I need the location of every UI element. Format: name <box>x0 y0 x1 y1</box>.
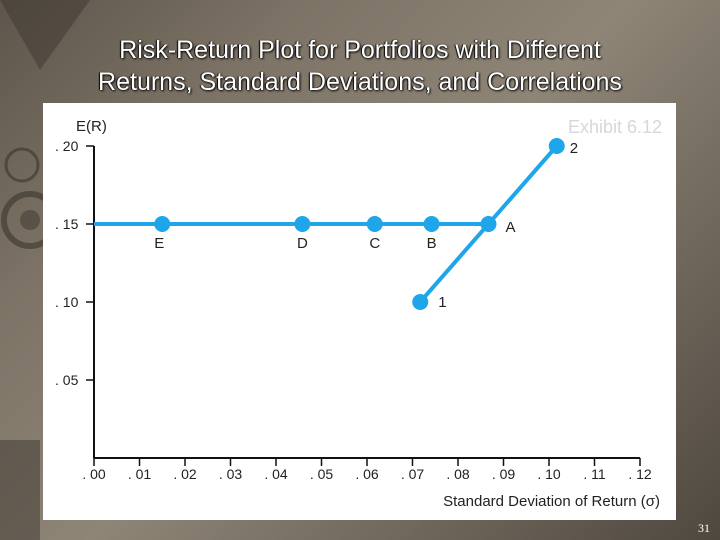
y-axis-label: E(R) <box>76 118 107 135</box>
data-label-a: A <box>505 219 515 236</box>
data-point-e <box>154 216 171 232</box>
data-point-b <box>423 216 440 232</box>
x-tick-label: . 10 <box>537 466 561 482</box>
data-point-c <box>366 216 383 232</box>
slide-title-line-1: Risk-Return Plot for Portfolios with Dif… <box>119 36 601 64</box>
slide-title: Risk-Return Plot for Portfolios with Dif… <box>0 34 720 98</box>
chart-panel: Exhibit 6.12 . 00. 01. 02. 03. 04. 05. 0… <box>43 103 676 520</box>
y-tick-label: . 15 <box>55 216 79 232</box>
y-tick-label: . 10 <box>55 294 79 310</box>
x-axis-label: Standard Deviation of Return (σ) <box>443 493 660 510</box>
axes: . 00 . 01 . 02 . 03 . 04 . 05 . 06 . 07 . 08 . 09… <box>55 118 660 510</box>
data-label-d: D <box>297 235 308 252</box>
x-tick-label: . 03 <box>219 466 243 482</box>
data-label-b: B <box>427 235 437 252</box>
x-tick-label: . 07 <box>401 466 425 482</box>
data-label-c: C <box>369 235 380 252</box>
x-tick-label: . 05 <box>310 466 334 482</box>
y-tick-label: . 20 <box>55 138 79 154</box>
data-point-a <box>480 216 497 232</box>
data-point-1 <box>412 294 429 310</box>
data-point-d <box>294 216 311 232</box>
x-tick-label: . 11 <box>583 466 606 482</box>
x-tick-label: . 08 <box>446 466 470 482</box>
x-tick-label: . 01 <box>128 466 152 482</box>
y-tick-label: . 05 <box>55 372 79 388</box>
data-label-1: 1 <box>438 294 446 311</box>
page-number: 31 <box>698 521 710 535</box>
data-label-2: 2 <box>570 140 578 157</box>
x-tick-label: . 12 <box>628 466 652 482</box>
data-point-2 <box>548 138 565 154</box>
x-tick-label: . 06 <box>355 466 379 482</box>
x-tick-label: . 00 <box>82 466 106 482</box>
x-tick-label: . 02 <box>173 466 197 482</box>
slide-title-line-2: Returns, Standard Deviations, and Correl… <box>98 68 622 96</box>
x-tick-label: . 09 <box>492 466 516 482</box>
data-label-e: E <box>154 235 164 252</box>
exhibit-label: Exhibit 6.12 <box>567 117 662 137</box>
x-tick-label: . 04 <box>264 466 288 482</box>
risk-return-chart: . 00 . 01 . 02 . 03 . 04 . 05 . 06 . 07 . 08 . 09… <box>55 118 660 510</box>
data-points: E D C B A 1 2 <box>154 138 578 311</box>
